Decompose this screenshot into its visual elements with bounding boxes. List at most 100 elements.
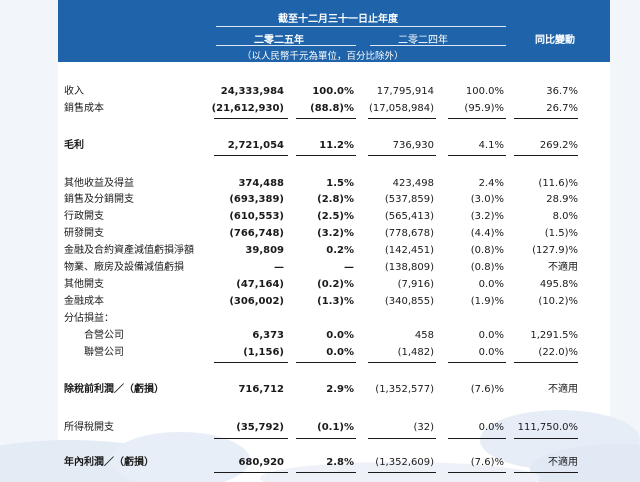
table-row: 金融及合約資產減值虧損淨額 39,809 0.2% (142,451) (0.8… [58, 243, 610, 259]
yoy-change: (1.5)% [544, 228, 578, 239]
yoy-change: (22.0)% [538, 347, 578, 358]
yoy-change: 111,750.0% [517, 422, 578, 433]
table-row: 研發開支 (766,748) (3.2)% (778,678) (4.4)% (… [58, 226, 610, 242]
pct-2025: 2.8% [326, 457, 354, 468]
pct-2025: 0.0% [326, 330, 354, 341]
row-label: 除稅前利潤／（虧損） [64, 384, 164, 395]
pct-2025: (3.2)% [317, 228, 354, 239]
row-label: 收入 [64, 86, 84, 97]
subtotal-rule [448, 438, 506, 439]
row-label: 所得稅開支 [64, 422, 114, 433]
table-row: 所得稅開支 (35,792) (0.1)% (32) 0.0% 111,750.… [58, 420, 610, 436]
pct-2024: (4.4)% [470, 228, 504, 239]
subtotal-rule [514, 118, 578, 119]
table-row: 銷售及分銷開支 (693,389) (2.8)% (537,859) (3.0)… [58, 192, 610, 208]
value-2025: (47,164) [236, 279, 284, 290]
value-2025: (306,002) [229, 296, 284, 307]
yoy-change: 不適用 [548, 384, 578, 395]
value-2025: 374,488 [238, 178, 284, 189]
table-row: 其他收益及得益 374,488 1.5% 423,498 2.4% (11.6)… [58, 176, 610, 192]
value-2024: (7,916) [397, 279, 434, 290]
value-2024: (1,352,609) [375, 457, 434, 468]
subtotal-rule [296, 118, 356, 119]
value-2024: (17,058,984) [368, 103, 434, 114]
value-2025: 680,920 [238, 457, 284, 468]
pct-2024: (0.8)% [470, 262, 504, 273]
pct-2025: — [344, 262, 354, 273]
table-row: 物業、廠房及設備減值虧損 — — (138,809) (0.8)% 不適用 [58, 260, 610, 276]
unit-note: （以人民幣千元為單位，百分比除外） [242, 51, 404, 62]
row-label: 毛利 [64, 140, 84, 151]
subtotal-rule [296, 438, 356, 439]
subtotal-rule [448, 362, 506, 363]
total-rule [296, 472, 356, 473]
pct-2025: 11.2% [319, 140, 354, 151]
statement-panel [58, 0, 610, 482]
yoy-change: (10.2)% [538, 296, 578, 307]
total-rule [214, 472, 288, 473]
value-2025: — [274, 262, 284, 273]
table-row: 金融成本 (306,002) (1.3)% (340,855) (1.9)% (… [58, 294, 610, 310]
value-2025: 6,373 [252, 330, 284, 341]
yoy-change: 26.7% [546, 103, 578, 114]
pct-2025: (0.1)% [317, 422, 354, 433]
pct-2024: 2.4% [478, 178, 504, 189]
value-2024: 736,930 [392, 140, 434, 151]
table-row: 年內利潤／（虧損） 680,920 2.8% (1,352,609) (7.6)… [58, 455, 610, 471]
row-label: 年內利潤／（虧損） [64, 457, 154, 468]
table-row: 收入 24,333,984 100.0% 17,795,914 100.0% 3… [58, 84, 610, 100]
yoy-change: 1,291.5% [530, 330, 578, 341]
subtotal-rule [514, 362, 578, 363]
table-row: 毛利 2,721,054 11.2% 736,930 4.1% 269.2% [58, 138, 610, 154]
subtotal-rule [214, 118, 288, 119]
value-2024: (1,482) [397, 347, 434, 358]
total-rule [514, 472, 578, 473]
value-2024: 458 [414, 330, 434, 341]
subtotal-rule [368, 118, 436, 119]
value-2025: 24,333,984 [220, 86, 284, 97]
row-label: 其他開支 [64, 279, 104, 290]
pct-2025: (0.2)% [317, 279, 354, 290]
pct-2025: 0.2% [326, 245, 354, 256]
table-row: 其他開支 (47,164) (0.2)% (7,916) 0.0% 495.8% [58, 277, 610, 293]
yoy-change: 8.0% [552, 211, 578, 222]
value-2025: 2,721,054 [227, 140, 284, 151]
value-2024: 17,795,914 [376, 86, 434, 97]
subtotal-rule [368, 155, 436, 156]
row-label: 金融及合約資產減值虧損淨額 [64, 245, 194, 256]
row-label: 銷售及分銷開支 [64, 194, 134, 205]
pct-2024: 100.0% [465, 86, 504, 97]
pct-2024: (3.2)% [470, 211, 504, 222]
table-header: 截至十二月三十一日止年度 二零二五年 二零二四年 同比變動 （以人民幣千元為單位… [58, 0, 610, 62]
subtotal-rule [296, 362, 356, 363]
yoy-change: 36.7% [546, 86, 578, 97]
pct-2024: 0.0% [478, 347, 504, 358]
yoy-change: (11.6)% [538, 178, 578, 189]
table-row: 行政開支 (610,553) (2.5)% (565,413) (3.2)% 8… [58, 209, 610, 225]
subtotal-rule [214, 362, 288, 363]
subtotal-rule [514, 155, 578, 156]
row-label: 分佔損益： [64, 313, 114, 324]
table-row: 合營公司 6,373 0.0% 458 0.0% 1,291.5% [58, 328, 610, 344]
yoy-change: 不適用 [548, 262, 578, 273]
yoy-change: 不適用 [548, 457, 578, 468]
value-2025: (693,389) [229, 194, 284, 205]
row-label: 金融成本 [64, 296, 104, 307]
row-label: 研發開支 [64, 228, 104, 239]
year-2024-heading: 二零二四年 [398, 35, 448, 46]
value-2025: (1,156) [243, 347, 284, 358]
row-label: 聯營公司 [84, 347, 124, 358]
row-label: 物業、廠房及設備減值虧損 [64, 262, 184, 273]
subtotal-rule [214, 155, 288, 156]
pct-2024: (7.6)% [470, 384, 504, 395]
year-2025-heading: 二零二五年 [254, 35, 304, 46]
pct-2024: (0.8)% [470, 245, 504, 256]
pct-2025: (88.8)% [310, 103, 354, 114]
value-2024: (537,859) [384, 194, 434, 205]
yoy-change: (127.9)% [532, 245, 578, 256]
pct-2024: (7.6)% [470, 457, 504, 468]
value-2025: (610,553) [229, 211, 284, 222]
pct-2024: 0.0% [478, 279, 504, 290]
row-label: 銷售成本 [64, 103, 104, 114]
table-row: 除稅前利潤／（虧損） 716,712 2.9% (1,352,577) (7.6… [58, 382, 610, 398]
